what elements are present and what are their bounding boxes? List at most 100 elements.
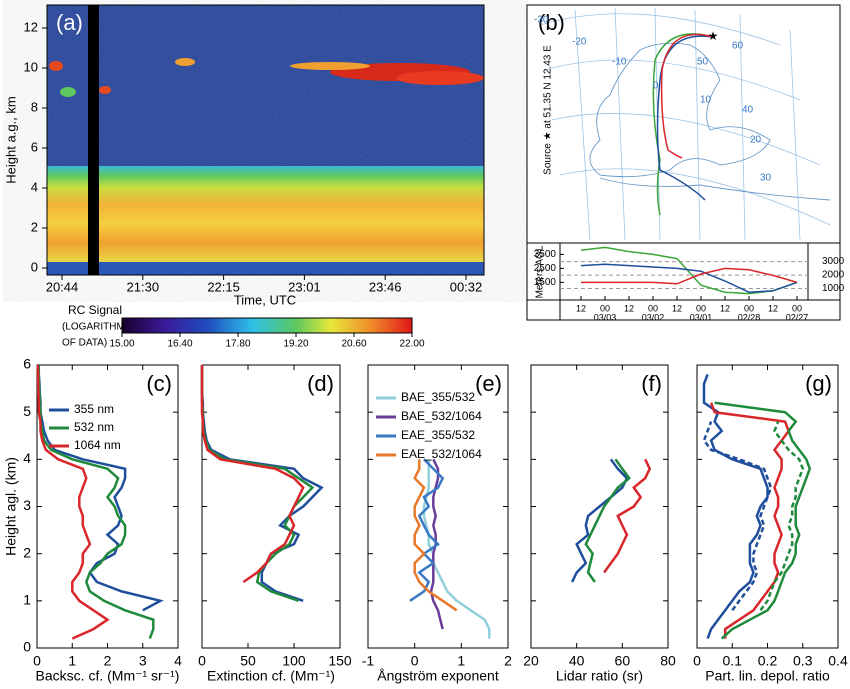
- x-tick-label: 21:30: [127, 279, 160, 294]
- profile-line: [200, 365, 305, 584]
- colorbar-tick-label: 19.20: [283, 339, 308, 350]
- colorbar-label: RC Signal: [68, 303, 122, 317]
- legend-label: EAE_355/532: [401, 428, 475, 442]
- colorbar: [121, 317, 413, 334]
- map-grid-label: 10: [700, 95, 712, 106]
- x-tick-label: 22:15: [207, 279, 240, 294]
- map-grid-label: 50: [697, 57, 709, 68]
- legend-label: 355 nm: [74, 402, 114, 416]
- x-tick-label: 1: [457, 653, 465, 669]
- x-axis-label: Ångström exponent: [377, 668, 499, 684]
- date-label: 02/28: [738, 312, 761, 322]
- date-label: 02/27: [786, 312, 809, 322]
- x-tick-label: 12: [624, 303, 634, 313]
- x-tick-label: -1: [362, 653, 375, 669]
- x-tick-label: 0.1: [723, 653, 743, 669]
- panel-label: (f): [641, 371, 662, 396]
- x-tick-label: 0: [411, 653, 419, 669]
- map-grid-label: 20: [750, 135, 762, 146]
- y-tick-label: 12: [24, 19, 38, 34]
- x-tick-label: 12: [720, 303, 730, 313]
- legend-label: 532 nm: [74, 420, 114, 434]
- profile-line: [702, 421, 773, 612]
- x-tick-label: 3: [139, 653, 147, 669]
- legend-label: 1064 nm: [74, 438, 121, 452]
- colorbar-label: (LOGARITHM: [62, 322, 125, 333]
- y-tick-label: 2500: [534, 263, 557, 274]
- map-grid-label: -20: [572, 37, 587, 48]
- y2-tick-label: 1000: [822, 283, 845, 294]
- date-label: 03/03: [594, 312, 617, 322]
- panel-label: (e): [475, 371, 502, 396]
- profile-line: [759, 421, 805, 612]
- y-tick-label: 1: [23, 592, 31, 608]
- plot-frame: [696, 364, 839, 649]
- y-axis-label: Height agl. (km): [3, 457, 19, 556]
- y-tick-label: 2: [23, 544, 31, 560]
- profile-line: [413, 459, 458, 612]
- y-tick-label: 2: [31, 219, 38, 234]
- y-tick-label: 1500: [534, 277, 557, 288]
- x-tick-label: 00: [792, 303, 802, 313]
- y-tick-label: 3: [23, 497, 31, 513]
- legend-label: BAE_532/1064: [401, 409, 482, 423]
- plot-frame: [367, 364, 509, 649]
- x-tick-label: 12: [672, 303, 682, 313]
- x-tick-label: 0.3: [793, 653, 813, 669]
- x-tick-label: 150: [328, 653, 352, 669]
- panel-label: (c): [146, 371, 172, 396]
- map-grid-label: 0: [653, 81, 659, 92]
- y2-tick-label: 3000: [822, 256, 845, 267]
- y-axis-label: Height a.g., km: [3, 96, 18, 183]
- date-label: 03/02: [642, 312, 665, 322]
- x-tick-label: 0: [198, 653, 206, 669]
- panel-label: (d): [307, 371, 334, 396]
- y-tick-label: 5: [23, 403, 31, 419]
- x-tick-label: 23:46: [369, 279, 402, 294]
- legend-label: EAE_532/1064: [401, 447, 482, 461]
- profile-line: [429, 458, 444, 630]
- profile-line: [702, 373, 769, 640]
- x-tick-label: 2: [504, 653, 512, 669]
- x-tick-label: 4: [174, 653, 182, 669]
- map: ★: [526, 4, 841, 321]
- colorbar-tick-label: 17.80: [225, 339, 250, 350]
- panel-label: (g): [805, 371, 832, 396]
- y-tick-label: 4: [31, 179, 38, 194]
- profile-line: [584, 458, 631, 583]
- x-axis-label: Extinction cf. (Mm⁻¹): [207, 668, 335, 684]
- colorbar-label: OF DATA): [62, 338, 107, 349]
- profile-line: [37, 364, 155, 640]
- source-label: Source ★ at 51.35 N 12.43 E: [543, 45, 554, 175]
- trajectory-height: [580, 263, 798, 293]
- x-tick-label: 0: [33, 653, 41, 669]
- lidar-image: [46, 4, 485, 276]
- y-tick-label: 0: [31, 259, 38, 274]
- date-label: 03/01: [690, 312, 713, 322]
- map-grid-label: 60: [732, 41, 744, 52]
- x-axis-label: Time, UTC: [234, 292, 296, 307]
- y-tick-label: 10: [24, 59, 38, 74]
- x-tick-label: 40: [569, 653, 585, 669]
- profile-line: [714, 401, 812, 640]
- legend-label: BAE_355/532: [401, 390, 475, 404]
- y-tick-label: 6: [31, 139, 38, 154]
- x-tick-label: 0.4: [828, 653, 848, 669]
- x-tick-label: 0: [693, 653, 701, 669]
- y-tick-label: 8: [31, 99, 38, 114]
- x-tick-label: 23:01: [288, 279, 321, 294]
- x-axis-label: Part. lin. depol. ratio: [705, 668, 830, 684]
- map-grid-label: 30: [760, 173, 772, 184]
- x-tick-label: 20: [523, 653, 539, 669]
- x-tick-label: 1: [68, 653, 76, 669]
- y-tick-label: 0: [23, 639, 31, 655]
- x-tick-label: 12: [576, 303, 586, 313]
- x-axis-label: Lidar ratio (sr): [556, 668, 643, 684]
- profile-line: [200, 365, 315, 602]
- x-tick-label: 0.2: [758, 653, 778, 669]
- x-tick-label: 00: [744, 303, 754, 313]
- map-grid-label: 40: [742, 105, 754, 116]
- x-tick-label: 2: [104, 653, 112, 669]
- x-tick-label: 12: [768, 303, 778, 313]
